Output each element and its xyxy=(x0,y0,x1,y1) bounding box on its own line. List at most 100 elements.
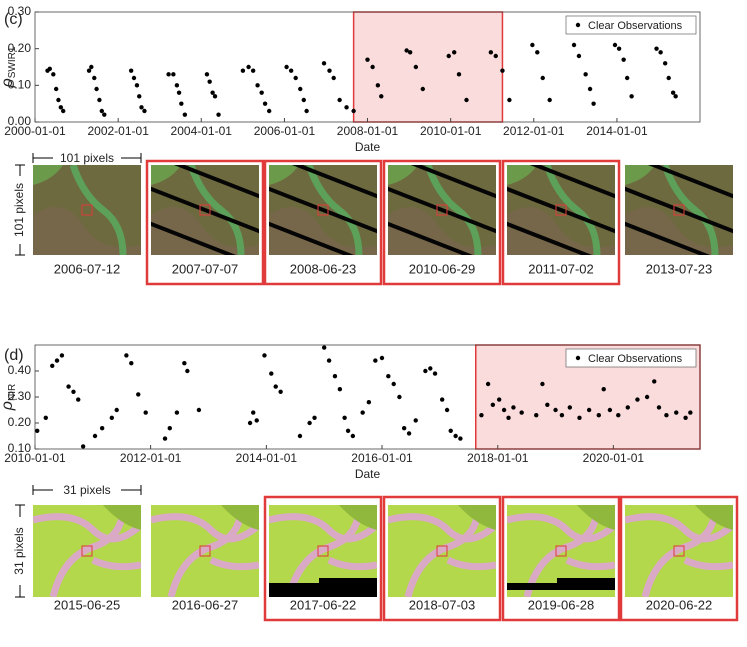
data-point xyxy=(673,94,678,99)
legend-marker xyxy=(575,355,581,361)
data-point xyxy=(540,381,545,387)
thumb-field xyxy=(151,165,181,185)
x-tick-label: 2016-01-01 xyxy=(351,451,413,465)
data-point xyxy=(97,97,102,103)
data-point xyxy=(312,415,317,420)
data-point xyxy=(342,415,347,420)
data-point xyxy=(304,108,309,114)
data-point xyxy=(391,381,396,387)
target-pixel xyxy=(199,545,211,557)
data-point xyxy=(428,366,433,371)
image-date: 2017-06-22 xyxy=(290,597,357,612)
data-point xyxy=(327,68,332,73)
data-point xyxy=(269,371,274,376)
data-point xyxy=(196,407,202,413)
data-point xyxy=(662,61,668,66)
target-pixel xyxy=(555,204,567,216)
thumb-field xyxy=(625,165,655,185)
data-point xyxy=(174,410,180,415)
data-point xyxy=(216,112,221,117)
thumbnail xyxy=(151,505,259,597)
data-point xyxy=(109,415,115,420)
data-point xyxy=(332,374,338,379)
data-point xyxy=(370,64,375,70)
data-point xyxy=(58,105,64,110)
data-point xyxy=(293,75,298,81)
data-point xyxy=(519,410,524,415)
data-point xyxy=(331,75,336,81)
data-point xyxy=(337,97,342,103)
data-point xyxy=(591,101,596,106)
thumb-patch xyxy=(33,207,141,255)
thumb-river xyxy=(305,165,363,255)
y-axis-symbol: ρ xyxy=(0,78,16,88)
image-date: 2018-07-03 xyxy=(409,597,476,612)
data-point xyxy=(80,444,86,449)
data-point xyxy=(179,101,184,106)
y-tick-label: 0.30 xyxy=(8,389,32,403)
x-tick-label: 2014-01-01 xyxy=(236,451,298,465)
y-axis-label: ρSWIR1 xyxy=(0,46,18,88)
scan-gap xyxy=(388,221,474,255)
scan-gap xyxy=(269,186,377,234)
data-point xyxy=(89,64,94,70)
data-point xyxy=(658,50,663,55)
highlight-frame xyxy=(382,495,502,622)
data-point xyxy=(530,42,535,48)
target-pixel xyxy=(436,204,448,216)
data-point xyxy=(251,410,256,415)
x-tick-label: 2010-01-01 xyxy=(420,124,482,138)
thumbnail xyxy=(151,165,259,255)
thumbnail xyxy=(388,505,496,597)
data-point xyxy=(171,72,176,77)
data-point xyxy=(406,431,412,436)
data-point xyxy=(247,420,253,426)
data-point xyxy=(66,384,71,389)
data-point xyxy=(240,68,246,73)
data-point xyxy=(629,94,634,99)
highlight-frame xyxy=(501,159,621,286)
thumb-dark xyxy=(458,505,496,530)
y-tick-label: 0.10 xyxy=(8,441,32,455)
data-point xyxy=(114,407,119,413)
data-point xyxy=(61,108,66,114)
data-point xyxy=(404,48,409,53)
data-point xyxy=(413,64,419,70)
data-point xyxy=(210,90,215,95)
data-point xyxy=(254,418,259,423)
x-tick-label: 2010-01-01 xyxy=(4,451,66,465)
data-point xyxy=(621,57,626,62)
data-point xyxy=(262,101,268,106)
data-point xyxy=(128,68,134,73)
data-point xyxy=(625,405,630,410)
image-date: 2007-07-07 xyxy=(172,261,239,276)
panel-label: (d) xyxy=(4,347,24,364)
data-point xyxy=(446,53,451,59)
data-point xyxy=(407,50,413,55)
data-point xyxy=(207,79,212,84)
data-point xyxy=(413,418,418,423)
data-point xyxy=(99,108,104,114)
image-date: 2008-06-23 xyxy=(290,261,357,276)
x-tick-label: 2006-01-01 xyxy=(254,124,316,138)
data-point xyxy=(131,75,137,81)
image-date: 2006-07-12 xyxy=(54,261,121,276)
data-point xyxy=(674,410,679,415)
data-point xyxy=(288,68,294,73)
data-point xyxy=(176,90,182,95)
data-point xyxy=(656,405,662,410)
data-point xyxy=(453,433,458,439)
x-tick-label: 2014-01-01 xyxy=(586,124,648,138)
data-point xyxy=(99,426,105,431)
y-axis-subscript: SWIR1 xyxy=(7,46,18,78)
thumb-patch xyxy=(388,207,496,255)
data-point xyxy=(664,413,669,418)
x-tick-label: 2004-01-01 xyxy=(171,124,233,138)
data-point xyxy=(102,112,107,117)
data-point xyxy=(124,353,129,358)
scale-label: 101 pixels xyxy=(12,183,26,237)
thumb-pink xyxy=(151,506,259,597)
data-point xyxy=(94,86,99,92)
image-date: 2016-06-27 xyxy=(172,597,239,612)
data-point xyxy=(586,407,592,413)
